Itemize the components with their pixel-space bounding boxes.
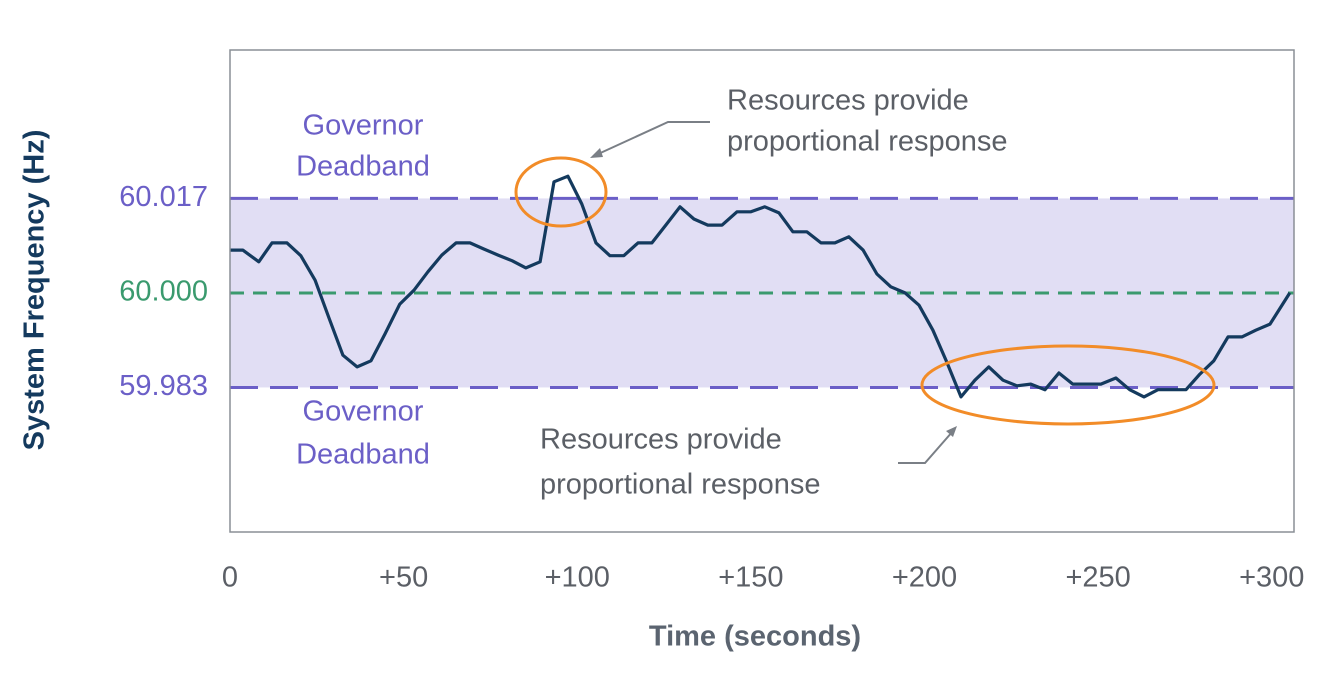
annotation: Resources provide [727, 85, 969, 117]
arrow-head [590, 148, 603, 158]
x-tick-label: +200 [892, 562, 957, 594]
y-tick-label: 60.000 [119, 276, 208, 308]
annotation: Deadband [296, 151, 430, 183]
x-tick-label: +250 [1065, 562, 1130, 594]
highlight-ellipse [514, 156, 608, 228]
x-tick-label: +100 [545, 562, 610, 594]
annotation: Governor [303, 396, 424, 428]
x-tick-label: 0 [222, 562, 238, 594]
x-tick-label: +300 [1239, 562, 1304, 594]
arrow-head [946, 426, 957, 437]
annotation-arrow [595, 121, 710, 156]
x-axis-label: Time (seconds) [649, 621, 861, 653]
annotation: Resources provide [540, 424, 782, 456]
annotation: proportional response [727, 126, 1008, 158]
plot-frame [229, 49, 1295, 533]
y-axis-label: System Frequency (Hz) [19, 130, 51, 451]
highlight-ellipse [920, 344, 1216, 426]
annotation: proportional response [540, 469, 821, 501]
x-tick-label: +50 [379, 562, 428, 594]
annotation-arrow [898, 430, 954, 464]
y-tick-label: 60.017 [119, 181, 208, 213]
annotation: Governor [303, 110, 424, 142]
frequency-line [230, 174, 1292, 399]
y-tick-label: 59.983 [119, 370, 208, 402]
x-tick-label: +150 [718, 562, 783, 594]
annotation: Deadband [296, 439, 430, 471]
